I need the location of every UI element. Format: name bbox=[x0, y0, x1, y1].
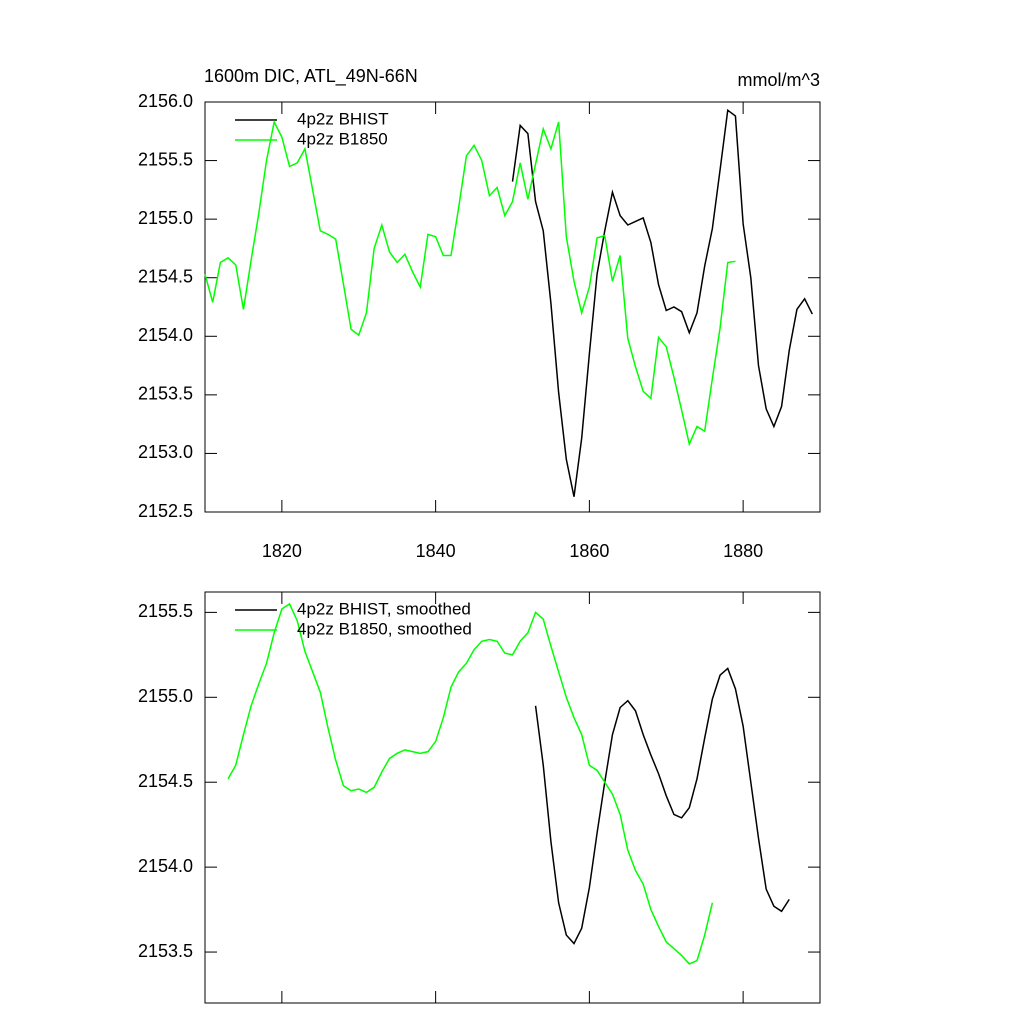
legend-label: 4p2z BHIST bbox=[297, 109, 389, 128]
legend-label: 4p2z B1850 bbox=[297, 129, 388, 148]
y-tick-label: 2155.0 bbox=[138, 686, 193, 706]
legend-label: 4p2z B1850, smoothed bbox=[297, 619, 472, 638]
series-line bbox=[204, 119, 736, 447]
y-tick-label: 2154.0 bbox=[138, 856, 193, 876]
x-tick-label: 1820 bbox=[262, 541, 302, 561]
y-tick-label: 2154.5 bbox=[138, 266, 193, 286]
y-tick-label: 2154.0 bbox=[138, 325, 193, 345]
y-tick-label: 2152.5 bbox=[138, 501, 193, 521]
y-tick-label: 2156.0 bbox=[138, 91, 193, 111]
y-tick-label: 2153.5 bbox=[138, 384, 193, 404]
y-tick-label: 2155.0 bbox=[138, 208, 193, 228]
y-tick-label: 2155.5 bbox=[138, 601, 193, 621]
chart-title: 1600m DIC, ATL_49N-66N bbox=[204, 66, 418, 87]
series-line bbox=[511, 108, 813, 497]
y-tick-label: 2155.5 bbox=[138, 149, 193, 169]
x-tick-label: 1860 bbox=[569, 541, 609, 561]
x-tick-label: 1880 bbox=[723, 541, 763, 561]
legend-label: 4p2z BHIST, smoothed bbox=[297, 599, 471, 618]
y-tick-label: 2154.5 bbox=[138, 771, 193, 791]
plot-frame bbox=[204, 101, 821, 513]
x-tick-label: 1840 bbox=[416, 541, 456, 561]
series-line bbox=[534, 667, 790, 945]
y-tick-label: 2153.5 bbox=[138, 941, 193, 961]
plot-frame bbox=[204, 591, 821, 1004]
units-label: mmol/m^3 bbox=[738, 70, 820, 90]
y-tick-label: 2153.0 bbox=[138, 442, 193, 462]
series-line bbox=[227, 602, 714, 965]
